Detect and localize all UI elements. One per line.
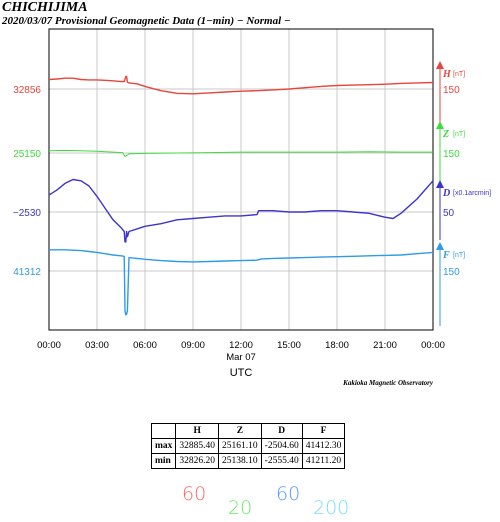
chart-subtitle: 2020/03/07 Provisional Geomagnetic Data … xyxy=(2,15,291,27)
series-unit-h: [nT] xyxy=(453,71,465,78)
y-ref-label-f: 41312 xyxy=(13,267,41,278)
series-scale-d: 50 xyxy=(443,208,455,219)
series-name-f: F xyxy=(442,250,450,261)
x-tick-label: 12:00 xyxy=(229,340,253,351)
plot-frame xyxy=(48,28,434,331)
y-ref-label-d: −2530 xyxy=(13,208,42,219)
stats-min-d: -2555.40 xyxy=(260,453,303,469)
x-tick-label: 15:00 xyxy=(277,340,301,351)
x-tick-label: 00:00 xyxy=(421,340,445,351)
y-ref-label-z: 25150 xyxy=(13,149,41,160)
stats-min-z: 25138.10 xyxy=(218,453,262,469)
stats-max-d: -2504.60 xyxy=(260,438,303,454)
series-unit-z: [nT] xyxy=(453,131,465,138)
scale-arrowhead-h xyxy=(436,61,444,69)
y-ref-label-h: 32856 xyxy=(13,85,41,96)
scale-legend-f: 200 xyxy=(313,497,350,519)
series-unit-d: [x0.1arcmin] xyxy=(453,190,491,197)
series-scale-z: 150 xyxy=(443,149,460,160)
stats-header-d: D xyxy=(260,423,303,439)
series-name-d: D xyxy=(442,188,450,199)
stats-table: H Z D F max 32885.40 25161.10 -2504.60 4… xyxy=(150,423,346,469)
scale-legend-h: 60 xyxy=(182,483,207,505)
series-line-d xyxy=(48,178,434,243)
geomagnetic-chart: 00:00 03:00 06:00 09:00 12:00 15:00 18:00 21:00… xyxy=(13,28,491,379)
stats-corner xyxy=(150,423,177,439)
x-date-label: Mar 07 xyxy=(226,352,256,363)
stats-header-row: H Z D F xyxy=(150,423,346,439)
scale-legend-d: 60 xyxy=(276,483,301,505)
series-line-z xyxy=(48,149,433,157)
scale-arrowhead-d xyxy=(436,180,444,188)
stats-header-f: F xyxy=(301,423,346,439)
station-name: CHICHIJIMA xyxy=(2,0,88,15)
series-scale-f: 150 xyxy=(443,267,460,278)
observatory-credit: Kakioka Magnetic Observatory xyxy=(343,379,433,387)
series-unit-f: [nT] xyxy=(453,252,465,259)
x-tick-label: 21:00 xyxy=(373,340,397,351)
scale-arrowhead-z xyxy=(436,121,444,129)
x-tick-label: 00:00 xyxy=(37,340,61,351)
scale-arrowhead-f xyxy=(436,242,444,250)
stats-max-h: 32885.40 xyxy=(175,438,220,454)
stats-min-f: 41211.20 xyxy=(301,453,346,469)
series-line-h xyxy=(48,75,434,95)
series-scale-h: 150 xyxy=(443,85,460,96)
scale-legend-z: 20 xyxy=(228,497,253,519)
x-tick-label: 06:00 xyxy=(133,340,157,351)
stats-label-min: min xyxy=(150,453,177,469)
x-axis-label: UTC xyxy=(230,367,253,379)
series-name-h: H xyxy=(442,69,452,80)
stats-row-min: min 32826.20 25138.10 -2555.40 41211.20 xyxy=(150,453,346,469)
stats-header-h: H xyxy=(175,423,220,439)
x-tick-label: 09:00 xyxy=(181,340,205,351)
stats-min-h: 32826.20 xyxy=(175,453,220,469)
stats-label-max: max xyxy=(150,438,177,454)
stats-header-z: Z xyxy=(218,423,262,439)
x-tick-label: 03:00 xyxy=(85,340,109,351)
stats-row-max: max 32885.40 25161.10 -2504.60 41412.30 xyxy=(150,438,346,454)
stats-max-z: 25161.10 xyxy=(218,438,262,454)
series-line-f xyxy=(49,249,434,316)
stats-max-f: 41412.30 xyxy=(301,438,346,454)
series-name-z: Z xyxy=(442,129,449,140)
x-tick-label: 18:00 xyxy=(325,340,349,351)
